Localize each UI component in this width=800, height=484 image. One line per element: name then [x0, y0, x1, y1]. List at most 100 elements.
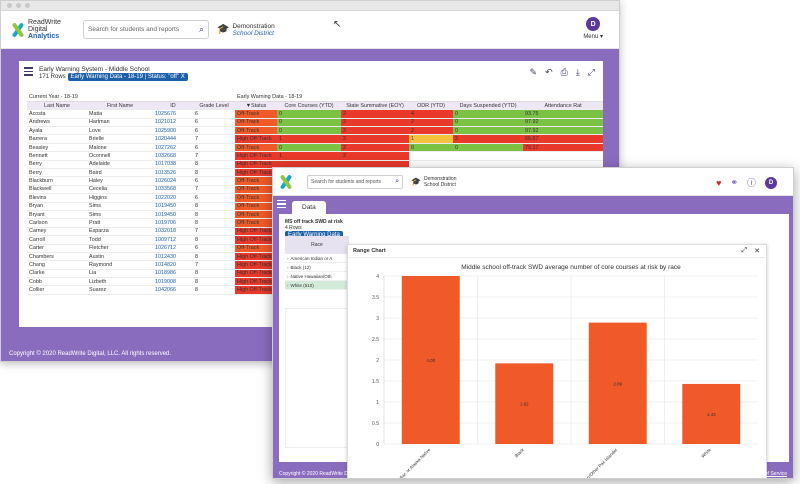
chevron-right-icon[interactable]: ›: [287, 273, 289, 279]
front-district-selector[interactable]: 🎓 Demonstration School District: [411, 176, 456, 188]
window-minimize-dot[interactable]: [16, 3, 21, 8]
window-zoom-dot[interactable]: [25, 3, 30, 8]
table-cell: 6: [193, 143, 236, 153]
terms-of-service-link[interactable]: Terms of Service: [749, 471, 787, 477]
table-cell[interactable]: 1013526: [153, 168, 193, 178]
table-cell: 8: [193, 218, 236, 228]
hamburger-icon[interactable]: [277, 199, 286, 211]
column-header[interactable]: ▼Status: [235, 101, 278, 111]
tab-data[interactable]: Data: [292, 200, 326, 214]
window-close-dot[interactable]: [7, 3, 12, 8]
race-table-scroll-area[interactable]: [285, 308, 349, 448]
table-cell[interactable]: 1026712: [153, 244, 193, 253]
table-cell[interactable]: 1042066: [153, 285, 193, 295]
column-header[interactable]: Grade Level: [193, 101, 236, 111]
expand-icon[interactable]: ⤢: [587, 67, 595, 77]
table-cell: High Off-Track: [235, 252, 278, 262]
brand-x-icon[interactable]: [279, 173, 293, 190]
column-header[interactable]: First Name: [87, 101, 153, 111]
table-cell: High Off-Track: [235, 269, 278, 279]
graduation-cap-icon: 🎓: [217, 24, 230, 35]
saved-filter-tag[interactable]: Early Warning Data: [285, 231, 343, 239]
race-header[interactable]: Race: [285, 236, 349, 254]
front-search-input[interactable]: Search for students and reports ⌕: [307, 174, 403, 189]
table-cell[interactable]: 1021012: [153, 118, 193, 128]
table-cell[interactable]: 1025900: [153, 126, 193, 136]
table-cell[interactable]: 1019450: [153, 210, 193, 220]
table-cell[interactable]: 1014820: [153, 260, 193, 270]
avatar[interactable]: D: [765, 176, 777, 189]
chevron-right-icon[interactable]: ›: [287, 282, 289, 288]
table-cell[interactable]: 1018986: [153, 269, 193, 279]
table-cell[interactable]: 1009712: [153, 235, 193, 245]
table-cell: 66.67: [523, 134, 604, 144]
x-tick-label: White: [700, 447, 712, 459]
column-header[interactable]: State Summative (EOY): [341, 101, 410, 111]
race-row[interactable]: › Native Hawaiian/Oth: [285, 272, 349, 281]
table-cell[interactable]: 1026024: [153, 176, 193, 186]
user-menu[interactable]: D Menu ▾: [583, 17, 603, 40]
column-header[interactable]: ID: [153, 101, 193, 111]
table-cell: Carney: [27, 227, 87, 237]
download-icon[interactable]: ⤓: [575, 67, 580, 77]
search-input[interactable]: Search for students and reports ⌕: [83, 20, 209, 39]
column-header[interactable]: Last Name: [27, 101, 87, 111]
table-cell[interactable]: 1020444: [153, 134, 193, 144]
table-cell: 2: [409, 126, 454, 136]
chevron-right-icon[interactable]: ›: [287, 255, 289, 261]
race-row[interactable]: › White (510): [285, 281, 349, 290]
column-header[interactable]: Core Courses (YTD): [277, 101, 342, 111]
table-row[interactable]: Andrews Hartman 1021012 6 Off-Track 0 2 2 0 97.92: [27, 118, 604, 128]
privacy-policy-link[interactable]: Privacy Policy: [714, 471, 746, 477]
expand-icon[interactable]: ⤢: [741, 247, 748, 254]
table-cell: Cecelia: [87, 185, 153, 195]
search-icon[interactable]: ⌕: [395, 177, 399, 185]
table-cell: Berry: [27, 160, 87, 170]
hamburger-icon[interactable]: [24, 67, 33, 78]
help-icon[interactable]: ⓘ: [746, 178, 756, 188]
table-cell[interactable]: 1019450: [153, 202, 193, 211]
avatar[interactable]: D: [586, 17, 601, 31]
table-cell[interactable]: 1019008: [153, 277, 193, 287]
link-icon[interactable]: ⚭: [730, 177, 738, 187]
filter-close-icon[interactable]: X: [180, 74, 185, 80]
tab-bar: Data: [273, 196, 793, 214]
edit-icon[interactable]: ✎: [529, 67, 538, 77]
table-cell[interactable]: 1017038: [153, 160, 193, 170]
table-cell[interactable]: 1027262: [153, 143, 193, 153]
heart-icon[interactable]: ♥: [716, 177, 722, 188]
range-chart-modal: Range Chart ⤢ ✕ Middle school off-track …: [347, 244, 767, 478]
table-cell[interactable]: 1012430: [153, 252, 193, 262]
table-cell[interactable]: 1032018: [153, 227, 193, 237]
filter-tag[interactable]: Early Warning Data - 18-19 | Status: "of…: [67, 73, 188, 81]
table-cell[interactable]: 1025676: [153, 109, 193, 119]
table-cell[interactable]: 1022020: [153, 193, 193, 203]
chevron-right-icon[interactable]: ›: [287, 264, 289, 270]
table-row[interactable]: Ayala Love 1025900 6 Off-Track 0 2 2 0 97.92: [27, 126, 604, 136]
undo-icon[interactable]: ↶: [545, 67, 553, 77]
table-row[interactable]: Acosta Matia 1025676 6 Off-Track 0 2 4 0 93.75: [27, 109, 604, 119]
table-cell[interactable]: 1032668: [153, 151, 193, 161]
brand-logo[interactable]: ReadWrite Digital Analytics: [11, 19, 73, 40]
table-cell: 0: [277, 126, 342, 136]
table-cell: 2: [341, 151, 410, 161]
table-cell[interactable]: 1019706: [153, 218, 193, 228]
column-header[interactable]: Days Suspended (YTD): [453, 101, 524, 111]
table-cell: 6: [193, 193, 236, 203]
race-row[interactable]: › American Indian or A: [285, 254, 349, 263]
table-cell: [453, 151, 524, 161]
table-row[interactable]: Barrera Brielle 1020444 7 High Off-Track 1 2 1 2…: [27, 134, 604, 144]
graduation-cap-icon: 🎓: [411, 176, 421, 186]
table-cell[interactable]: 1033568: [153, 185, 193, 195]
menu-label[interactable]: Menu ▾: [583, 34, 603, 40]
table-row[interactable]: Beasley Malone 1027262 6 Off-Track 0 2 0 0 79.17: [27, 143, 604, 153]
race-row[interactable]: › Black (12): [285, 263, 349, 272]
district-selector[interactable]: 🎓 Demonstration School District: [217, 23, 275, 37]
search-icon[interactable]: ⌕: [198, 24, 204, 34]
close-icon[interactable]: ✕: [754, 248, 760, 255]
search-placeholder: Search for students and reports: [88, 26, 180, 33]
column-header[interactable]: ODR (YTD): [409, 101, 454, 111]
print-icon[interactable]: ⎙: [560, 67, 568, 77]
table-row[interactable]: Bennett Oconnell 1032668 7 High Off-Track 1 2: [27, 151, 604, 161]
column-header[interactable]: Attendance Rat: [523, 101, 604, 111]
